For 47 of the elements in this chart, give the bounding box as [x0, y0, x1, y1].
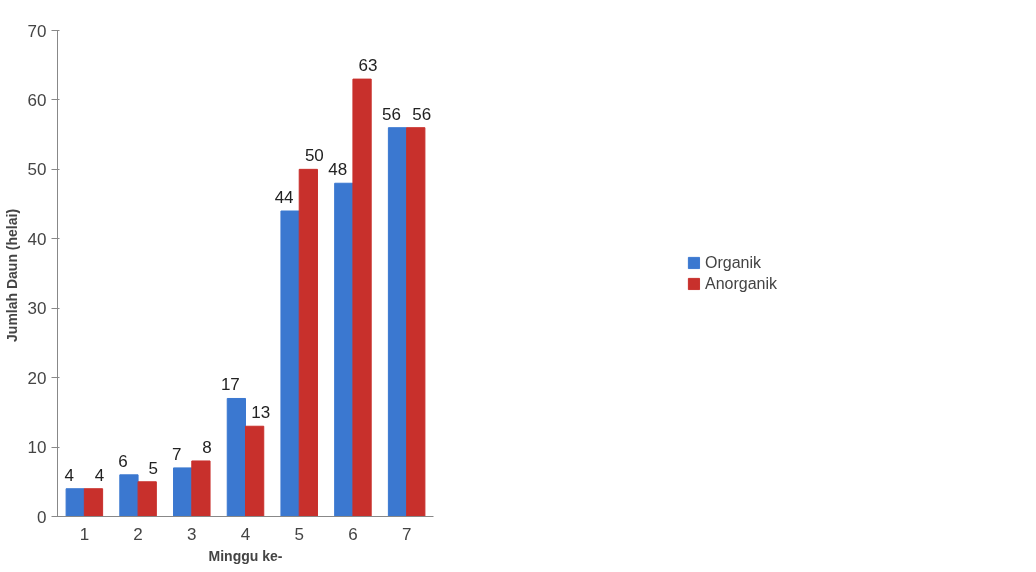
data-label: 4 — [64, 465, 74, 485]
data-label: 8 — [202, 437, 212, 457]
y-tick-label: 30 — [27, 299, 47, 319]
x-tick-label: 7 — [401, 524, 412, 544]
data-label: 17 — [220, 375, 240, 395]
x-tick-label: 1 — [79, 524, 90, 544]
y-axis-title: Jumlah Daun (helai) — [3, 208, 20, 342]
data-label: 6 — [118, 451, 128, 471]
bar — [191, 460, 211, 517]
data-label: 63 — [358, 56, 378, 76]
x-tick-label: 5 — [294, 524, 304, 544]
y-tick-label: 60 — [27, 90, 47, 110]
bar — [65, 488, 85, 517]
bar — [352, 78, 372, 517]
y-tick-label: 70 — [27, 21, 47, 41]
data-label: 48 — [328, 160, 348, 180]
bar — [119, 474, 139, 517]
y-tick-label: 20 — [27, 368, 47, 388]
y-tick-label: 50 — [27, 160, 47, 180]
y-tick-label: 40 — [27, 229, 47, 249]
bar — [83, 488, 104, 517]
y-tick-label: 10 — [27, 438, 47, 458]
x-axis-title: Minggu ke- — [208, 547, 283, 564]
bar — [137, 481, 157, 517]
data-label: 7 — [171, 444, 182, 464]
data-label: 4 — [94, 465, 105, 485]
data-label: 13 — [251, 403, 271, 423]
x-tick-label: 6 — [348, 524, 358, 544]
data-label: 44 — [274, 188, 294, 208]
data-label: 5 — [148, 458, 158, 478]
y-tick-label: 0 — [37, 507, 47, 527]
x-tick-label: 3 — [187, 524, 197, 544]
bar — [280, 210, 300, 517]
legend-label: Anorganik — [704, 274, 778, 293]
bar — [406, 127, 426, 517]
bar — [245, 425, 265, 517]
bar — [173, 467, 193, 517]
data-label: 56 — [412, 104, 432, 124]
bar — [387, 127, 408, 517]
legend-label: Organik — [704, 253, 762, 272]
data-label: 50 — [304, 146, 324, 166]
data-label: 56 — [382, 104, 401, 124]
x-tick-label: 4 — [240, 524, 251, 544]
bar — [298, 168, 318, 517]
bar — [226, 397, 246, 517]
x-tick-label: 2 — [133, 524, 143, 544]
bar — [334, 182, 354, 517]
